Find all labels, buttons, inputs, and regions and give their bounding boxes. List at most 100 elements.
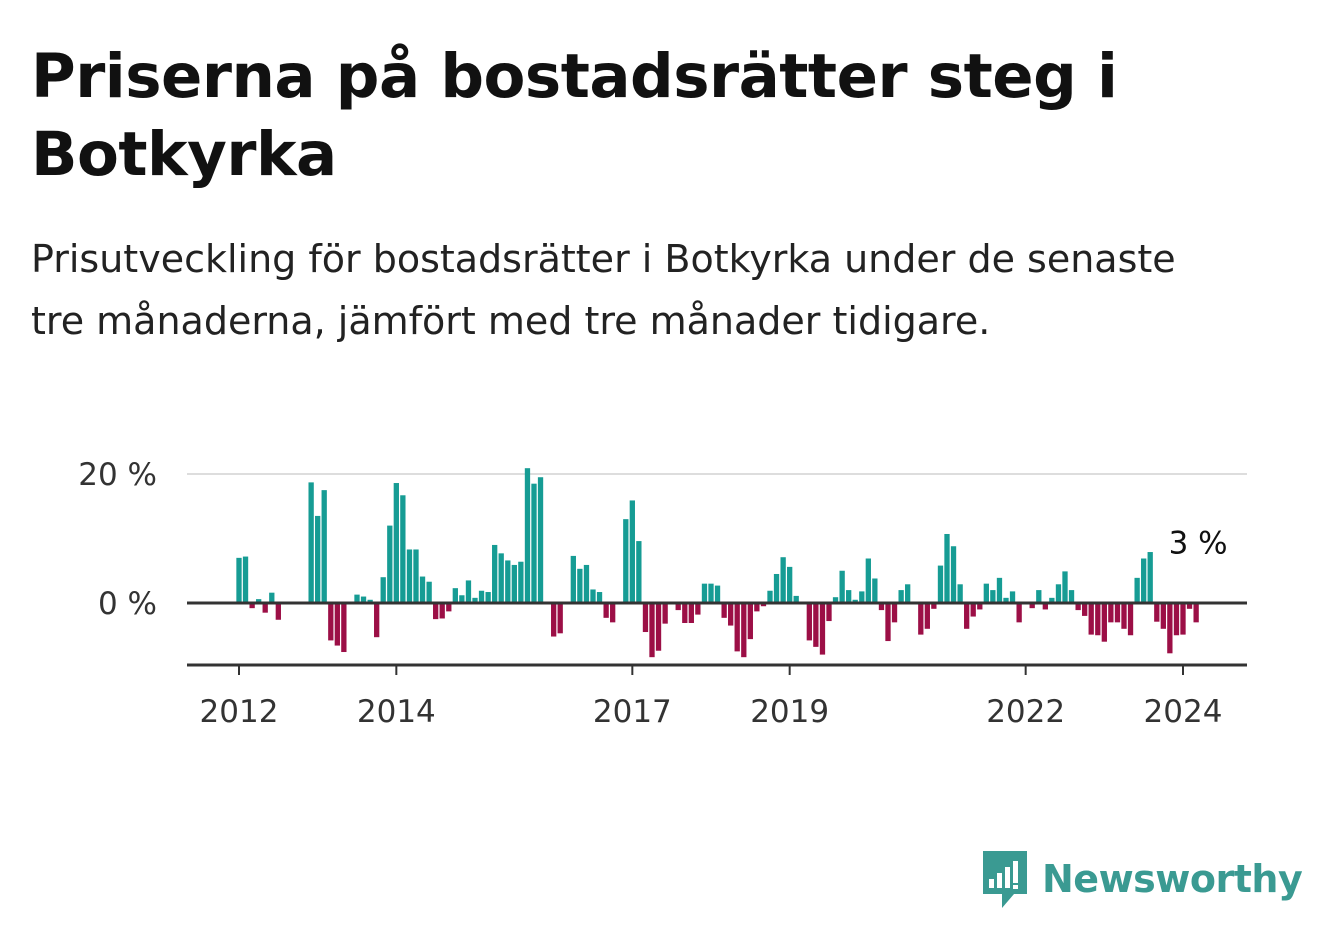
bar bbox=[459, 595, 465, 603]
bar bbox=[629, 500, 635, 603]
newsworthy-logo-icon bbox=[983, 851, 1027, 908]
bar bbox=[1003, 597, 1009, 603]
bar bbox=[649, 603, 655, 658]
bar bbox=[747, 603, 753, 640]
bar bbox=[682, 603, 688, 623]
bar bbox=[256, 599, 262, 603]
bar bbox=[524, 468, 531, 603]
bar bbox=[1160, 603, 1166, 629]
bar bbox=[944, 533, 950, 604]
brand-name: Newsworthy bbox=[1042, 857, 1303, 901]
bar bbox=[1009, 591, 1016, 603]
bar bbox=[957, 584, 963, 603]
bar bbox=[865, 558, 871, 604]
bar bbox=[511, 564, 517, 603]
bar bbox=[773, 573, 780, 604]
bar bbox=[492, 544, 498, 603]
bar bbox=[623, 519, 629, 603]
bar bbox=[1016, 603, 1022, 623]
bar bbox=[1088, 603, 1094, 635]
newsworthy-logo: Newsworthy bbox=[980, 848, 1303, 910]
bar bbox=[1114, 603, 1121, 623]
bar bbox=[1101, 603, 1107, 642]
bar bbox=[741, 603, 747, 658]
bar bbox=[780, 557, 786, 604]
bar bbox=[393, 483, 399, 603]
bar bbox=[583, 564, 590, 603]
bar bbox=[839, 570, 845, 603]
bar bbox=[1173, 603, 1180, 636]
bar bbox=[1095, 603, 1101, 636]
bar bbox=[793, 595, 799, 603]
bar bbox=[1108, 603, 1114, 623]
bar bbox=[387, 525, 393, 603]
bar bbox=[1141, 558, 1147, 604]
bar bbox=[695, 603, 701, 615]
bar bbox=[1049, 597, 1055, 603]
bar bbox=[872, 578, 878, 603]
bar bbox=[308, 482, 314, 603]
bar bbox=[970, 603, 976, 617]
bar bbox=[446, 603, 452, 612]
bar bbox=[924, 603, 930, 629]
bar bbox=[315, 515, 321, 603]
bar bbox=[1154, 603, 1160, 622]
bar bbox=[826, 603, 832, 622]
bar bbox=[262, 603, 268, 613]
bar bbox=[1029, 603, 1035, 609]
bar bbox=[242, 556, 249, 603]
x-tick-label: 2017 bbox=[593, 694, 672, 730]
bar bbox=[918, 603, 924, 635]
bar bbox=[433, 603, 439, 620]
bar bbox=[714, 585, 721, 604]
bar bbox=[531, 483, 537, 604]
bar bbox=[321, 490, 327, 604]
bar bbox=[269, 592, 275, 603]
bar bbox=[596, 592, 603, 603]
bar bbox=[964, 603, 970, 629]
bar bbox=[452, 588, 458, 603]
bar bbox=[1167, 603, 1173, 654]
bar bbox=[931, 603, 937, 609]
bar bbox=[662, 603, 668, 624]
bar bbox=[1082, 603, 1088, 616]
bar bbox=[505, 560, 511, 603]
bar bbox=[1134, 577, 1140, 604]
bar bbox=[603, 603, 609, 618]
bar bbox=[819, 603, 826, 655]
bar bbox=[367, 599, 373, 603]
bar-series bbox=[236, 468, 1199, 658]
bar bbox=[610, 603, 616, 623]
bar bbox=[275, 603, 281, 620]
bar bbox=[734, 603, 740, 652]
bar bbox=[642, 603, 649, 633]
bar bbox=[577, 568, 583, 604]
bar bbox=[846, 590, 852, 603]
bar bbox=[898, 590, 904, 603]
bar bbox=[1180, 603, 1186, 635]
tick-labels: 0 % 20 % 2012 2014 2017 2019 2022 2024 3 % bbox=[78, 457, 1227, 730]
bar bbox=[787, 566, 793, 603]
bar bbox=[878, 603, 885, 611]
bar bbox=[1062, 571, 1068, 603]
bar bbox=[380, 577, 386, 603]
bar bbox=[400, 495, 406, 603]
last-value-label: 3 % bbox=[1169, 526, 1228, 562]
bar bbox=[1186, 603, 1193, 609]
bar bbox=[655, 603, 662, 651]
chart-subtitle: Prisutveckling för bostadsrätter i Botky… bbox=[31, 237, 1176, 343]
bar bbox=[557, 603, 563, 634]
bar bbox=[249, 603, 255, 609]
bar bbox=[990, 590, 996, 603]
x-tick-label: 2022 bbox=[986, 694, 1065, 730]
bar bbox=[891, 603, 898, 623]
bar bbox=[813, 603, 819, 647]
bar bbox=[518, 561, 524, 603]
bar bbox=[675, 603, 681, 611]
bar bbox=[354, 594, 360, 603]
bar bbox=[498, 553, 504, 603]
x-tick-label: 2012 bbox=[200, 694, 279, 730]
bar bbox=[1075, 603, 1081, 611]
bar bbox=[767, 590, 773, 603]
bar bbox=[636, 541, 642, 603]
